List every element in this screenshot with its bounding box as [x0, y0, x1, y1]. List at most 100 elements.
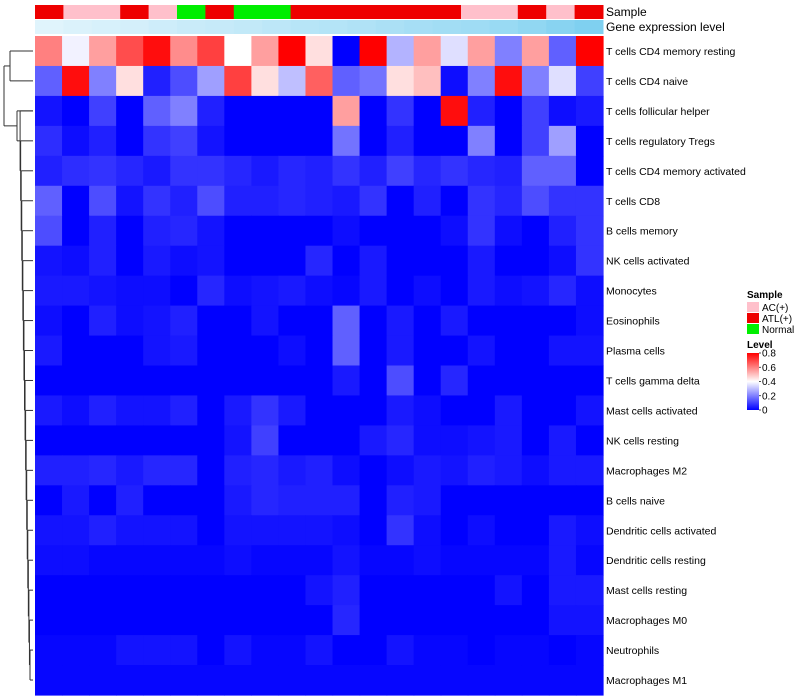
heatmap-cell: [116, 95, 144, 127]
heatmap-cell: [35, 515, 63, 546]
heatmap-cell: [386, 155, 415, 187]
heatmap-cell: [143, 515, 171, 546]
heatmap-cell: [62, 215, 90, 247]
row-label: Dendritic cells resting: [606, 555, 706, 567]
heatmap-cell: [413, 635, 442, 666]
heatmap-cell: [575, 36, 604, 67]
heatmap-cell: [197, 455, 225, 486]
heatmap-cell: [305, 425, 334, 456]
heatmap-cell: [89, 305, 117, 337]
heatmap-cell: [413, 95, 442, 127]
heatmap-cell: [548, 155, 577, 187]
heatmap-cell: [332, 365, 361, 397]
heatmap-cell: [224, 605, 252, 636]
heatmap-cell: [413, 605, 442, 636]
sample-annotation-cell: [91, 5, 121, 19]
heatmap-cell: [548, 185, 577, 217]
heatmap-cell: [440, 245, 469, 277]
heatmap-cell: [35, 275, 63, 307]
expression-annotation-cell: [517, 20, 547, 34]
heatmap-cell: [143, 125, 171, 157]
heatmap-cell: [251, 65, 280, 97]
heatmap-cell: [467, 485, 496, 516]
heatmap-cell: [440, 365, 469, 397]
heatmap-cell: [494, 36, 523, 67]
heatmap-cell: [116, 575, 144, 606]
heatmap-cell: [278, 155, 307, 187]
heatmap-cell: [89, 215, 117, 247]
heatmap-cell: [197, 155, 225, 187]
heatmap-cell: [116, 455, 144, 486]
heatmap-cell: [494, 245, 523, 277]
heatmap-cell: [62, 335, 90, 367]
annotation-label-expression: Gene expression level: [606, 20, 725, 34]
heatmap-cell: [224, 125, 252, 157]
heatmap-cell: [359, 605, 388, 636]
heatmap-cell: [467, 185, 496, 217]
heatmap-cell: [116, 515, 144, 546]
heatmap-cell: [170, 515, 198, 546]
heatmap-cell: [89, 365, 117, 397]
heatmap-cell: [332, 515, 361, 546]
heatmap-cell: [305, 275, 334, 307]
heatmap-cell: [224, 95, 252, 127]
heatmap-cell: [278, 36, 307, 67]
heatmap-cell: [278, 95, 307, 127]
heatmap-cell: [332, 635, 361, 666]
row-label: T cells CD4 memory activated: [606, 166, 746, 178]
sample-annotation-cell: [205, 5, 235, 19]
sample-annotation-cell: [290, 5, 320, 19]
heatmap-cell: [62, 545, 90, 576]
sample-annotation-cell: [120, 5, 150, 19]
heatmap-cell: [494, 665, 523, 696]
heatmap-cell: [278, 305, 307, 337]
heatmap-cell: [197, 365, 225, 397]
heatmap-cell: [467, 125, 496, 157]
sample-annotation-cell: [177, 5, 206, 19]
heatmap-cell: [548, 455, 577, 486]
heatmap-cell: [467, 545, 496, 576]
heatmap-cell: [575, 455, 604, 486]
heatmap-cell: [386, 185, 415, 217]
heatmap-cell: [494, 365, 523, 397]
row-label: T cells CD4 naive: [606, 76, 688, 88]
heatmap-cell: [521, 515, 550, 546]
heatmap-cell: [332, 215, 361, 247]
heatmap-cell: [494, 395, 523, 426]
heatmap-cell: [89, 425, 117, 456]
heatmap-cell: [116, 245, 144, 277]
heatmap-cell: [413, 395, 442, 426]
heatmap-cell: [197, 65, 225, 97]
heatmap-cell: [467, 65, 496, 97]
heatmap-cell: [170, 665, 198, 696]
heatmap-cell: [494, 125, 523, 157]
heatmap-cell: [197, 335, 225, 367]
heatmap-cell: [116, 665, 144, 696]
heatmap-cell: [89, 335, 117, 367]
heatmap-cell: [467, 605, 496, 636]
heatmap-cell: [143, 575, 171, 606]
heatmap-cell: [278, 275, 307, 307]
heatmap-cell: [548, 36, 577, 67]
heatmap-cell: [494, 155, 523, 187]
heatmap-cell: [521, 335, 550, 367]
heatmap-cell: [386, 36, 415, 67]
heatmap-cell: [62, 515, 90, 546]
heatmap-cell: [170, 245, 198, 277]
heatmap-cell: [386, 455, 415, 486]
heatmap-cell: [440, 545, 469, 576]
heatmap-cell: [467, 635, 496, 666]
heatmap-cell: [305, 455, 334, 486]
heatmap-cell: [224, 545, 252, 576]
heatmap-cell: [386, 635, 415, 666]
heatmap-cell: [278, 125, 307, 157]
heatmap-cell: [251, 575, 280, 606]
heatmap-cell: [521, 365, 550, 397]
heatmap-cell: [278, 665, 307, 696]
heatmap-cell: [278, 455, 307, 486]
heatmap-cell: [62, 155, 90, 187]
heatmap-cell: [170, 635, 198, 666]
heatmap-cell: [386, 245, 415, 277]
heatmap-cell: [224, 365, 252, 397]
